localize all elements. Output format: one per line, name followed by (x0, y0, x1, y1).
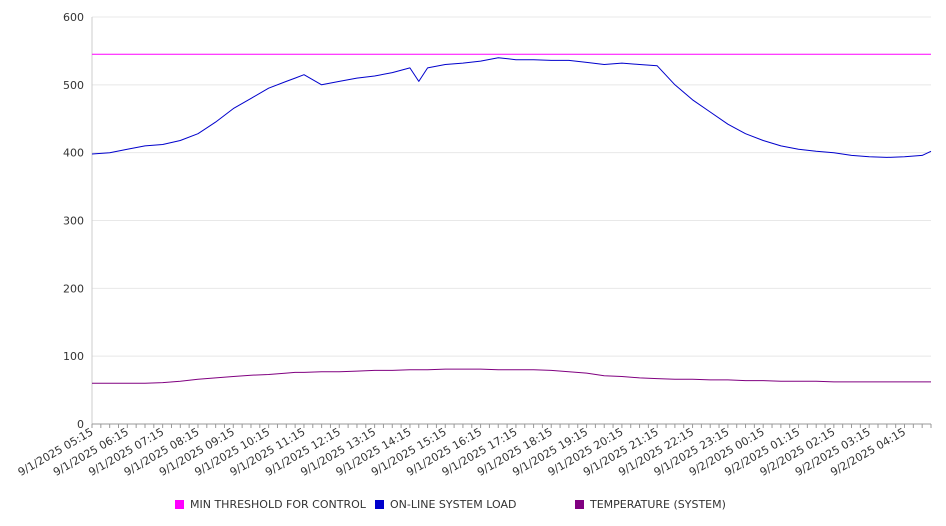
legend-swatch (575, 500, 584, 509)
y-tick-label: 100 (63, 350, 84, 363)
y-tick-label: 0 (77, 418, 84, 431)
series-line-1 (91, 57, 932, 158)
y-tick-label: 500 (63, 79, 84, 92)
legend-label: MIN THRESHOLD FOR CONTROL (190, 498, 366, 511)
x-axis: 9/1/2025 05:159/1/2025 06:159/1/2025 07:… (16, 423, 932, 479)
y-axis: 0 100 200 300 400 500 600 (63, 11, 93, 431)
legend-item[interactable]: TEMPERATURE (SYSTEM) (575, 498, 726, 511)
y-tick-label: 400 (63, 147, 84, 160)
legend-swatch (175, 500, 184, 509)
grid-lines (92, 16, 931, 357)
legend-swatch (375, 500, 384, 509)
y-tick-label: 600 (63, 11, 84, 24)
legend-label: ON-LINE SYSTEM LOAD (390, 498, 517, 511)
y-tick-label: 200 (63, 282, 84, 295)
y-tick-label: 300 (63, 215, 84, 228)
legend-item[interactable]: MIN THRESHOLD FOR CONTROL (175, 498, 366, 511)
series-line-2 (92, 368, 931, 384)
legend-item[interactable]: ON-LINE SYSTEM LOAD (375, 498, 516, 511)
series-lines (91, 53, 932, 384)
legend: MIN THRESHOLD FOR CONTROL ON-LINE SYSTEM … (0, 498, 946, 514)
legend-label: TEMPERATURE (SYSTEM) (590, 498, 726, 511)
